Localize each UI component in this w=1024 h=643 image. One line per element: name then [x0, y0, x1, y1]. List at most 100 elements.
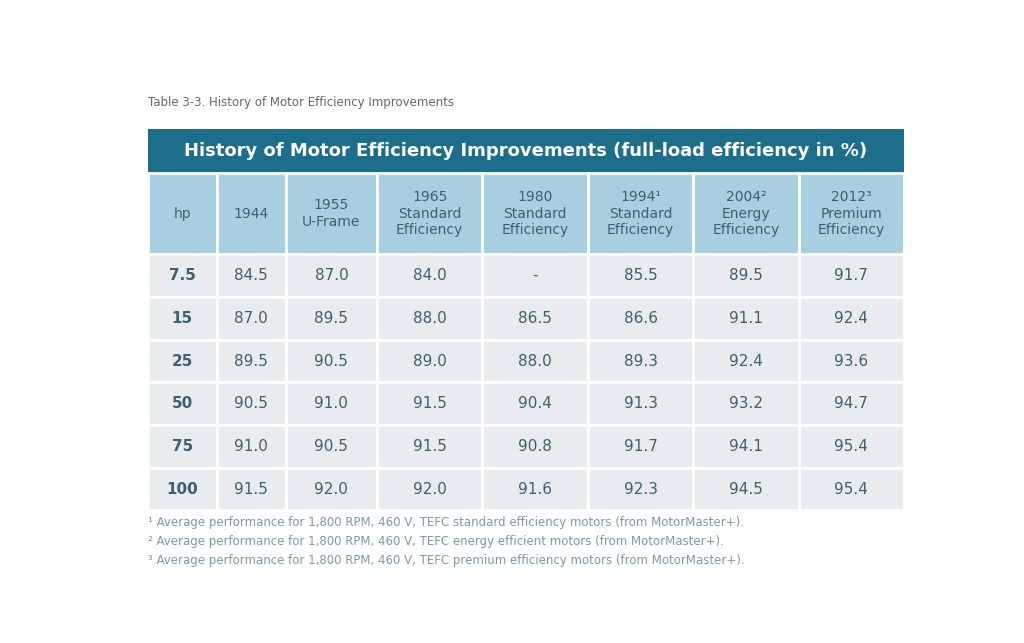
Text: 94.7: 94.7 [835, 396, 868, 412]
Bar [693, 425, 799, 467]
Text: 94.5: 94.5 [729, 482, 763, 496]
Text: 90.8: 90.8 [518, 439, 552, 454]
Bar [147, 340, 217, 383]
Text: 91.7: 91.7 [624, 439, 657, 454]
Text: 94.1: 94.1 [729, 439, 763, 454]
Text: ³ Average performance for 1,800 RPM, 460 V, TEFC premium efficiency motors (from: ³ Average performance for 1,800 RPM, 460… [147, 554, 744, 567]
Text: 87.0: 87.0 [234, 311, 268, 326]
Text: 90.5: 90.5 [314, 439, 348, 454]
Bar [799, 383, 904, 425]
Text: -: - [532, 268, 538, 283]
Bar [217, 297, 286, 340]
Bar [377, 467, 482, 511]
Bar [377, 340, 482, 383]
Bar [147, 425, 217, 467]
Text: 1944: 1944 [233, 206, 269, 221]
Text: 91.1: 91.1 [729, 311, 763, 326]
Bar [286, 297, 377, 340]
Text: 93.6: 93.6 [835, 354, 868, 368]
Bar [217, 425, 286, 467]
Bar [482, 340, 588, 383]
Bar [147, 255, 217, 297]
Bar [693, 173, 799, 255]
Text: 89.5: 89.5 [314, 311, 348, 326]
Bar [693, 297, 799, 340]
Text: 89.3: 89.3 [624, 354, 657, 368]
Bar [799, 297, 904, 340]
Text: 50: 50 [172, 396, 193, 412]
Text: 91.0: 91.0 [234, 439, 268, 454]
Bar [286, 173, 377, 255]
Bar [588, 255, 693, 297]
Bar [799, 255, 904, 297]
Bar [217, 255, 286, 297]
Bar [588, 173, 693, 255]
Text: 84.0: 84.0 [413, 268, 446, 283]
Text: 88.0: 88.0 [413, 311, 446, 326]
Bar [147, 467, 217, 511]
Bar [217, 340, 286, 383]
Text: 87.0: 87.0 [314, 268, 348, 283]
Bar [799, 340, 904, 383]
Text: 84.5: 84.5 [234, 268, 268, 283]
Text: 86.6: 86.6 [624, 311, 657, 326]
Text: 95.4: 95.4 [835, 482, 868, 496]
Bar [286, 383, 377, 425]
Bar [377, 255, 482, 297]
Bar [588, 425, 693, 467]
Text: ² Average performance for 1,800 RPM, 460 V, TEFC energy efficient motors (from M: ² Average performance for 1,800 RPM, 460… [147, 535, 724, 548]
Text: 89.0: 89.0 [413, 354, 446, 368]
Bar [286, 467, 377, 511]
Bar [377, 383, 482, 425]
Bar [286, 340, 377, 383]
Text: 1955
U-Frame: 1955 U-Frame [302, 199, 360, 229]
Text: 92.0: 92.0 [314, 482, 348, 496]
Text: 15: 15 [172, 311, 193, 326]
Bar [147, 173, 217, 255]
Text: 1994¹
Standard
Efficiency: 1994¹ Standard Efficiency [607, 190, 674, 237]
Bar [147, 383, 217, 425]
Text: Table 3-3. History of Motor Efficiency Improvements: Table 3-3. History of Motor Efficiency I… [147, 96, 454, 109]
Text: 91.5: 91.5 [234, 482, 268, 496]
Text: 75: 75 [172, 439, 193, 454]
Text: 88.0: 88.0 [518, 354, 552, 368]
Bar [693, 383, 799, 425]
Bar [217, 173, 286, 255]
Text: 91.6: 91.6 [518, 482, 552, 496]
Text: 91.7: 91.7 [835, 268, 868, 283]
Bar [799, 425, 904, 467]
Bar [482, 255, 588, 297]
Text: 89.5: 89.5 [234, 354, 268, 368]
Text: 2004²
Energy
Efficiency: 2004² Energy Efficiency [713, 190, 779, 237]
Bar [286, 255, 377, 297]
Text: ¹ Average performance for 1,800 RPM, 460 V, TEFC standard efficiency motors (fro: ¹ Average performance for 1,800 RPM, 460… [147, 516, 743, 529]
Bar [693, 340, 799, 383]
Text: 85.5: 85.5 [624, 268, 657, 283]
Bar [588, 340, 693, 383]
Bar [588, 297, 693, 340]
Bar [482, 425, 588, 467]
Bar [482, 297, 588, 340]
Bar [217, 383, 286, 425]
Bar [693, 467, 799, 511]
Bar [693, 255, 799, 297]
Text: 92.0: 92.0 [413, 482, 446, 496]
Text: 91.0: 91.0 [314, 396, 348, 412]
Bar [588, 383, 693, 425]
Bar [588, 467, 693, 511]
Text: 86.5: 86.5 [518, 311, 552, 326]
Text: 92.3: 92.3 [624, 482, 657, 496]
Text: 91.5: 91.5 [413, 396, 446, 412]
Text: 92.4: 92.4 [835, 311, 868, 326]
Text: History of Motor Efficiency Improvements (full-load efficiency in %): History of Motor Efficiency Improvements… [184, 142, 867, 160]
Bar [147, 297, 217, 340]
Bar [286, 425, 377, 467]
Text: 2012³
Premium
Efficiency: 2012³ Premium Efficiency [818, 190, 885, 237]
Text: hp: hp [173, 206, 191, 221]
Text: 25: 25 [172, 354, 194, 368]
Text: 89.5: 89.5 [729, 268, 763, 283]
Bar [377, 425, 482, 467]
Bar [377, 173, 482, 255]
Text: 91.3: 91.3 [624, 396, 657, 412]
Text: 90.5: 90.5 [234, 396, 268, 412]
